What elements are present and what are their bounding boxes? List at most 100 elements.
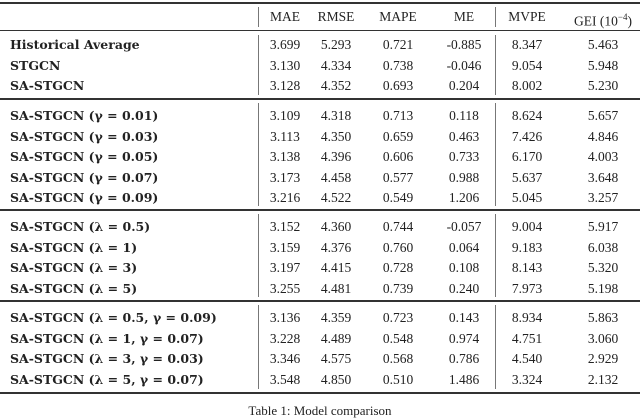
cell-mae: 3.159 [269, 239, 301, 255]
cell-mae: 3.128 [269, 78, 301, 94]
table-row: SA-STGCN (λ = 0.5) 3.152 4.360 0.744 -0.057 9… [0, 217, 640, 237]
cell-gei: 4.003 [587, 149, 619, 165]
cell-rmse: 4.350 [320, 128, 352, 144]
cell-mvpe: 6.170 [511, 149, 543, 165]
table-row: SA-STGCN (γ = 0.05) 3.138 4.396 0.606 0.733 6… [0, 147, 640, 167]
cell-mae: 3.346 [269, 351, 301, 367]
cell-me: 0.143 [448, 310, 480, 325]
cell-mae: 3.216 [269, 190, 301, 206]
cell-gei: 2.929 [587, 351, 619, 367]
cell-me: 0.064 [448, 239, 480, 255]
row-label: STGCN [10, 57, 61, 73]
group-rule [0, 30, 640, 31]
cell-gei: 5.917 [587, 219, 619, 234]
table-row: SA-STGCN (λ = 3) 3.197 4.415 0.728 0.108 8.14… [0, 258, 640, 278]
cell-mvpe: 3.324 [511, 371, 543, 387]
col-mape: MAPE [379, 9, 417, 24]
col-mae: MAE [270, 9, 300, 24]
row-label: SA-STGCN (λ = 5, γ = 0.07) [10, 371, 204, 387]
cell-me: -0.885 [446, 37, 482, 52]
column-separator [495, 305, 496, 389]
table-row: SA-STGCN (γ = 0.07) 3.173 4.458 0.577 0.988 5… [0, 168, 640, 188]
cell-mvpe: 8.002 [511, 78, 543, 94]
cell-gei: 3.060 [587, 330, 619, 346]
cell-mae: 3.255 [269, 280, 301, 296]
column-separator [495, 103, 496, 206]
cell-mape: 0.606 [382, 149, 414, 165]
column-separator [258, 305, 259, 389]
cell-mape: 0.713 [382, 108, 414, 123]
cell-gei: 5.230 [587, 78, 619, 94]
table-row: SA-STGCN (λ = 5, γ = 0.07) 3.548 4.850 0.51… [0, 370, 640, 390]
row-label: SA-STGCN (γ = 0.03) [10, 128, 159, 144]
column-separator [258, 214, 259, 297]
cell-rmse: 4.489 [320, 330, 352, 346]
cell-rmse: 4.850 [320, 371, 352, 387]
cell-mape: 0.659 [382, 128, 414, 144]
cell-mape: 0.728 [382, 260, 414, 276]
cell-me: 1.486 [448, 371, 480, 387]
cell-me: 0.463 [448, 128, 480, 144]
cell-mae: 3.113 [270, 128, 300, 144]
table-row: SA-STGCN (λ = 0.5, γ = 0.09) 3.136 4.359 0.… [0, 308, 640, 328]
column-separator [495, 214, 496, 297]
cell-rmse: 4.481 [320, 280, 352, 296]
cell-mape: 0.568 [382, 351, 414, 367]
column-separator [258, 35, 259, 95]
cell-gei: 5.948 [587, 57, 619, 73]
row-label: SA-STGCN (γ = 0.07) [10, 169, 159, 185]
column-separator [258, 103, 259, 206]
row-label: SA-STGCN (λ = 3) [10, 260, 138, 276]
cell-gei: 4.846 [587, 128, 619, 144]
column-separator [258, 7, 259, 27]
cell-mvpe: 7.426 [511, 128, 543, 144]
table-row: SA-STGCN 3.128 4.352 0.693 0.204 8.002 5.230 [0, 76, 640, 96]
cell-gei: 3.257 [587, 190, 619, 206]
cell-mae: 3.197 [269, 260, 301, 276]
cell-mvpe: 4.751 [511, 330, 543, 346]
cell-me: -0.046 [446, 57, 482, 73]
cell-me: 0.988 [448, 169, 480, 185]
group-rule [0, 300, 640, 302]
cell-rmse: 4.376 [320, 239, 352, 255]
cell-rmse: 4.359 [320, 310, 352, 325]
table-row: SA-STGCN (λ = 1, γ = 0.07) 3.228 4.489 0.54… [0, 329, 640, 349]
cell-mape: 0.693 [382, 78, 414, 94]
cell-rmse: 4.360 [320, 219, 352, 234]
table-row: Historical Average 3.699 5.293 0.721 -0.885 8… [0, 35, 640, 55]
cell-mape: 0.738 [382, 57, 414, 73]
row-label: SA-STGCN (λ = 1, γ = 0.07) [10, 330, 204, 346]
cell-mae: 3.699 [269, 37, 301, 52]
cell-gei: 5.320 [587, 260, 619, 276]
cell-mape: 0.548 [382, 330, 414, 346]
cell-me: 0.240 [448, 280, 480, 296]
row-label: SA-STGCN (λ = 0.5, γ = 0.09) [10, 310, 217, 325]
cell-mae: 3.548 [269, 371, 301, 387]
cell-gei: 2.132 [587, 371, 619, 387]
cell-rmse: 4.334 [320, 57, 352, 73]
cell-mvpe: 5.637 [511, 169, 543, 185]
col-gei-text: GEI (10 [574, 13, 618, 29]
cell-rmse: 4.575 [320, 351, 352, 367]
cell-mape: 0.721 [382, 37, 414, 52]
cell-me: 1.206 [448, 190, 480, 206]
cell-gei: 5.198 [587, 280, 619, 296]
cell-mape: 0.739 [382, 280, 414, 296]
row-label: SA-STGCN (γ = 0.01) [10, 108, 159, 123]
col-rmse: RMSE [317, 9, 355, 24]
row-label: SA-STGCN (γ = 0.05) [10, 149, 159, 165]
cell-me: 0.974 [448, 330, 480, 346]
cell-gei: 5.863 [587, 310, 619, 325]
cell-mape: 0.549 [382, 190, 414, 206]
cell-me: 0.786 [448, 351, 480, 367]
cell-mvpe: 8.934 [511, 310, 543, 325]
row-label: SA-STGCN (λ = 0.5) [10, 219, 151, 234]
cell-me: 0.733 [448, 149, 480, 165]
col-mvpe: MVPE [508, 9, 546, 24]
cell-rmse: 4.318 [320, 108, 352, 123]
cell-gei: 3.648 [587, 169, 619, 185]
bottom-rule [0, 392, 640, 394]
col-gei-exp: −4 [617, 12, 628, 22]
col-gei-close: ) [627, 13, 632, 29]
table-row: SA-STGCN (λ = 1) 3.159 4.376 0.760 0.064 9.18… [0, 238, 640, 258]
